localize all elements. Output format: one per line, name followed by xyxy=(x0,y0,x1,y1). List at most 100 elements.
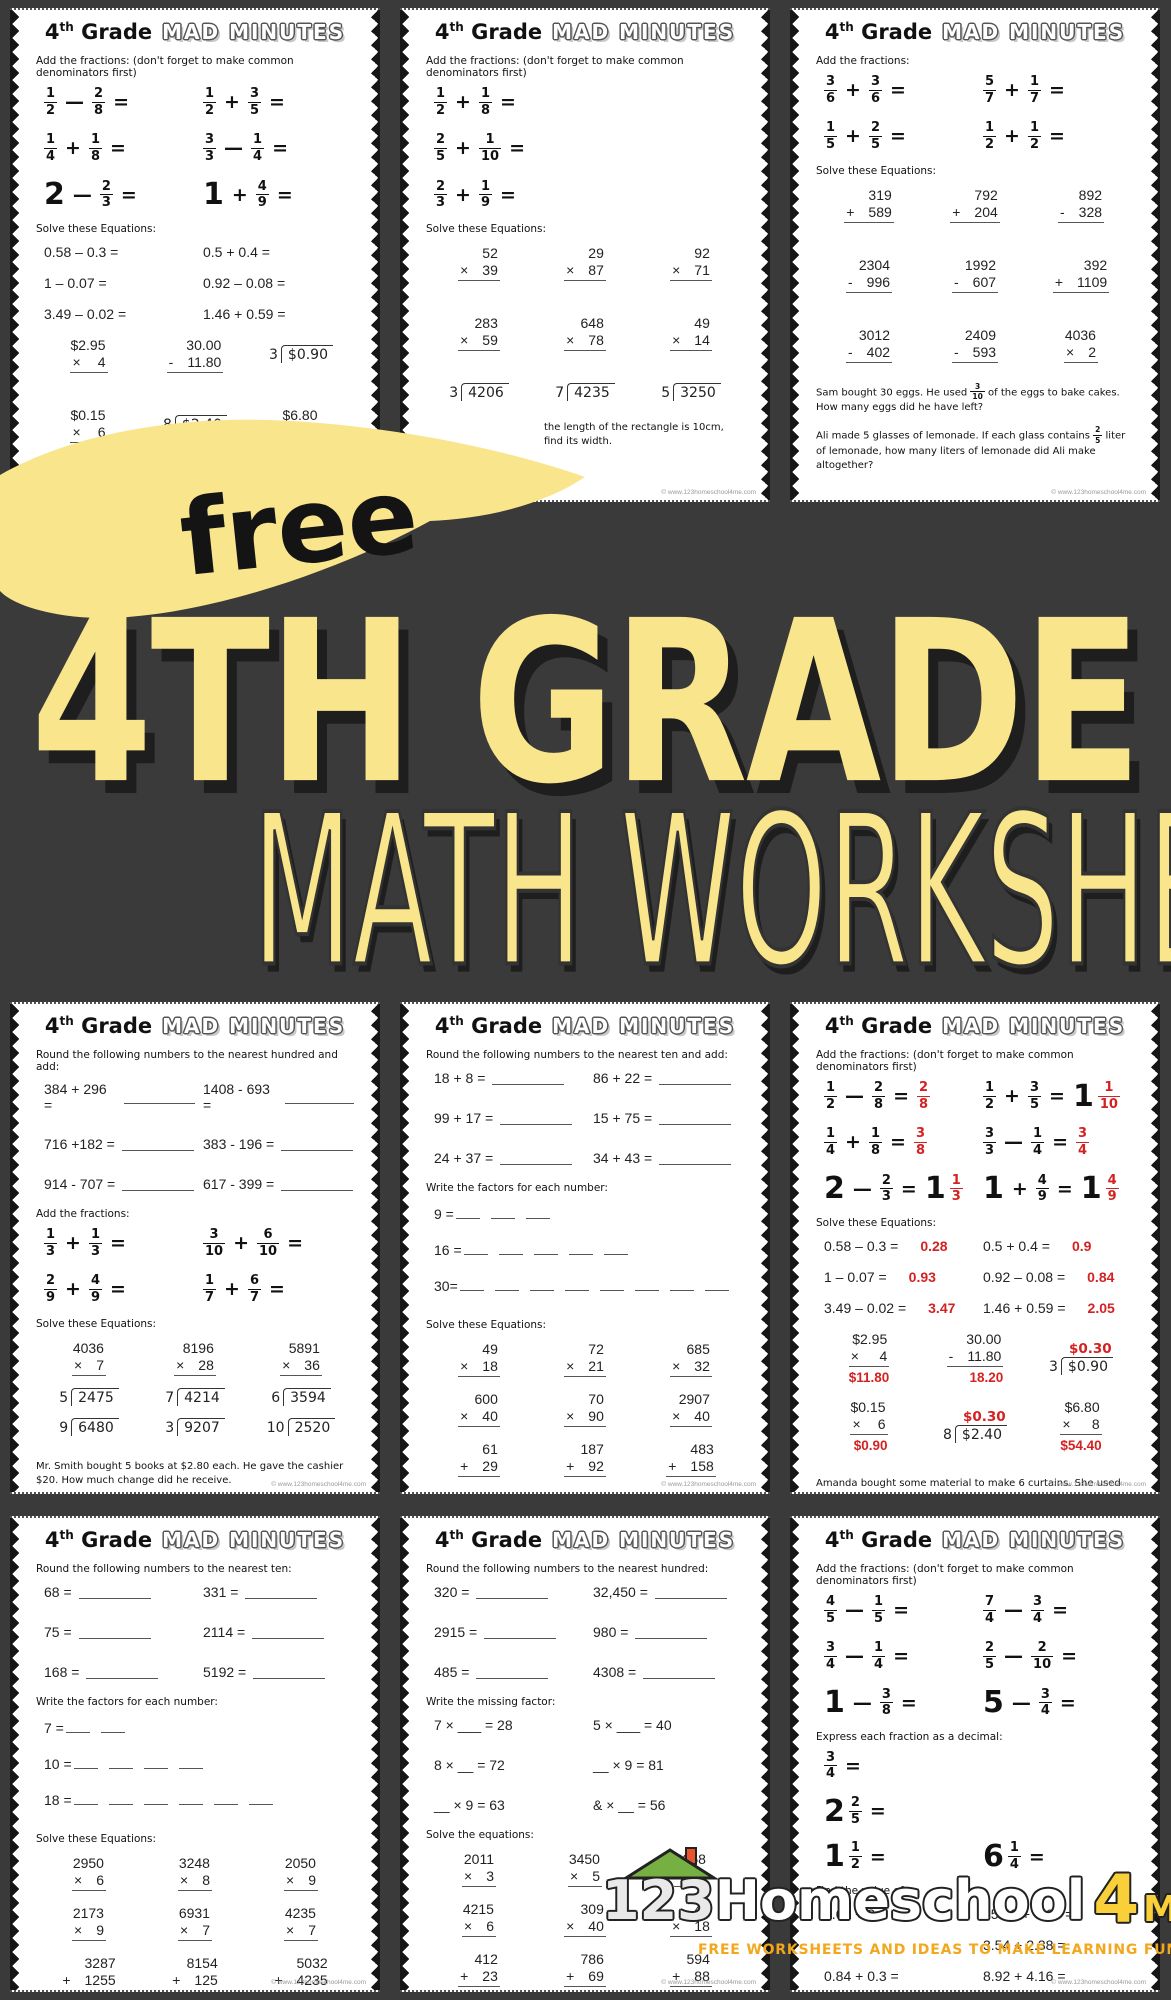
math-text: = xyxy=(110,137,126,160)
answer-blank xyxy=(143,1756,168,1769)
free-label: free xyxy=(175,454,424,600)
vertical-problem: 283 × 59 xyxy=(458,315,500,351)
vertical-problem: 6931 × 7 xyxy=(178,1905,212,1941)
instruction-label: Write the missing factor: xyxy=(426,1696,556,1708)
vertical-problem: 392 +1109 xyxy=(1052,257,1110,293)
answer-blank xyxy=(122,1177,195,1191)
fill-in-grid: 7 × ___ = 28 5 × ___ = 40 8 × __ = 72 __ × … xyxy=(426,1716,744,1814)
factors-section: 7 = 10 = 18 = xyxy=(36,1712,354,1828)
page-title: MAD MINUTES xyxy=(942,1014,1126,1038)
factors-line: 9 = xyxy=(426,1206,744,1222)
math-grid: 0.63 + 2 = 25.48 + 7.64 = 3.54 + 2.38 = 0.8… xyxy=(816,1905,1134,1990)
vertical-math-row: 2304-996 1992-607 392 +1109 xyxy=(816,257,1134,293)
vertical-problem: 70 × 90 xyxy=(564,1391,606,1427)
math-text: = xyxy=(893,1085,910,1108)
math-line: 0.58 – 0.3 = xyxy=(36,243,195,261)
instruction-label: Express each fraction as a decimal: xyxy=(816,1730,1003,1743)
math-line: 1 2 +3 5 = xyxy=(195,87,354,117)
instruction-label: Write the factors for each number: xyxy=(36,1696,218,1708)
math-text: + xyxy=(233,1232,250,1255)
brand-homeschool: Homeschool xyxy=(714,1869,1086,1933)
math-text: = xyxy=(900,1177,917,1200)
answer-blank xyxy=(143,1792,168,1805)
math-text: = xyxy=(1049,1085,1065,1108)
math-line: 1 3 +1 3 = xyxy=(36,1228,195,1258)
math-text: — xyxy=(845,1085,865,1108)
math-text: = xyxy=(110,1232,126,1255)
instruction-label: Round the following numbers to the neare… xyxy=(426,1563,709,1575)
vertical-math-row: 5 2475 7 4214 6 3594 xyxy=(36,1387,354,1406)
math-text: 0.58 – 0.3 = xyxy=(44,243,119,260)
page-footer: © www.123homeschool4me.com xyxy=(271,1481,366,1488)
math-text: = xyxy=(509,137,525,160)
page-grade-label: 4th Grade xyxy=(434,1528,543,1552)
page-grade-label: 4th Grade xyxy=(44,1528,153,1552)
poster-title-line1: 4TH GRADE xyxy=(30,574,1142,834)
math-text: 0.5 + 0.4 = xyxy=(203,243,270,260)
vertical-problem: 5891 × 36 xyxy=(280,1340,322,1376)
math-text: = xyxy=(120,183,137,206)
vertical-problem: 30.00-11.80 xyxy=(166,337,224,373)
math-text: 3.49 – 0.02 = xyxy=(44,305,127,322)
vertical-problem: 49 × 14 xyxy=(670,315,712,351)
fill-in-line: 716 +182 = xyxy=(36,1135,195,1153)
math-text: 25.48 + 7.64 = xyxy=(983,1905,1074,1922)
math-text: = xyxy=(890,125,906,148)
answer-blank xyxy=(603,1242,628,1255)
math-line: 1 2 +3 5 = 1 1 10 xyxy=(975,1081,1134,1111)
free-banner-shape xyxy=(0,419,585,619)
roof-icon xyxy=(622,1848,718,1880)
fill-in-line: 5192 = xyxy=(195,1663,354,1681)
math-line: 0.5 + 0.4 = xyxy=(195,243,354,261)
math-text: + xyxy=(224,91,240,114)
math-line: 3 3 — 1 4 = 3 4 xyxy=(975,1127,1134,1157)
math-line: 3.54 + 2.38 = xyxy=(975,1936,1134,1954)
vertical-math-row: 3287 +1255 8154 +125 5032 +4235 xyxy=(36,1955,354,1990)
math-grid: 1 2—2 8 = 2 8 1 2 +3 5 = 1 1 10 1 4 +1 8 = 3 8 3 3—1 4 = 3 4 2—2 3 = 1… xyxy=(816,1081,1134,1204)
vertical-math-grid: 4036 × 7 8196 × 28 5891 × 36 5 2475 7 4214 6 3594 9 6480… xyxy=(36,1340,354,1450)
vertical-problem: 685 × 32 xyxy=(670,1341,712,1377)
vertical-problem: 2173 × 9 xyxy=(72,1905,106,1941)
math-text: + xyxy=(1004,1085,1020,1108)
math-text: 0.9 xyxy=(1071,1237,1092,1254)
big-number: 2 xyxy=(44,177,65,213)
math-text: = xyxy=(900,1691,917,1714)
vertical-problem: 792 +204 xyxy=(950,187,1000,223)
answer-blank xyxy=(492,1071,565,1085)
page-footer: © www.123homeschool4me.com xyxy=(271,1979,366,1986)
factors-line: 10 = xyxy=(36,1756,354,1772)
answer-blank xyxy=(500,1151,573,1165)
worksheet-page-bottom-left: 4th Grade MAD MINUTES Round the following … xyxy=(10,1516,380,1992)
page-grade-label: 4th Grade xyxy=(44,1014,153,1038)
worksheet-page-middle-left: 4th Grade MAD MINUTES Round the following … xyxy=(10,1002,380,1494)
vertical-problem: 309 × 40 xyxy=(564,1901,606,1937)
vertical-problem: 52 × 39 xyxy=(458,245,500,281)
math-line: 1 2 +1 2 = xyxy=(975,121,1134,151)
fill-in-line: 914 - 707 = xyxy=(36,1175,195,1193)
math-line: 1 +4 9 = 1 4 9 xyxy=(975,1171,1134,1207)
vertical-problem: 600 × 40 xyxy=(458,1391,500,1427)
math-line xyxy=(585,133,744,163)
math-text: 0.84 xyxy=(1087,1268,1115,1285)
math-text: — xyxy=(72,183,92,206)
answer-blank xyxy=(455,1206,480,1219)
vertical-math-row: 3012-402 2409-593 4036 × 2 xyxy=(816,327,1134,363)
math-line: 1 – 0.07 = 0.93 xyxy=(816,1268,975,1286)
page-header: 4th Grade MAD MINUTES xyxy=(816,1014,1134,1038)
vertical-math-row: 4215 × 6 309 × 40 49 × 18 xyxy=(426,1901,744,1937)
answer-blank xyxy=(476,1585,549,1599)
math-text: = xyxy=(1052,1599,1069,1622)
